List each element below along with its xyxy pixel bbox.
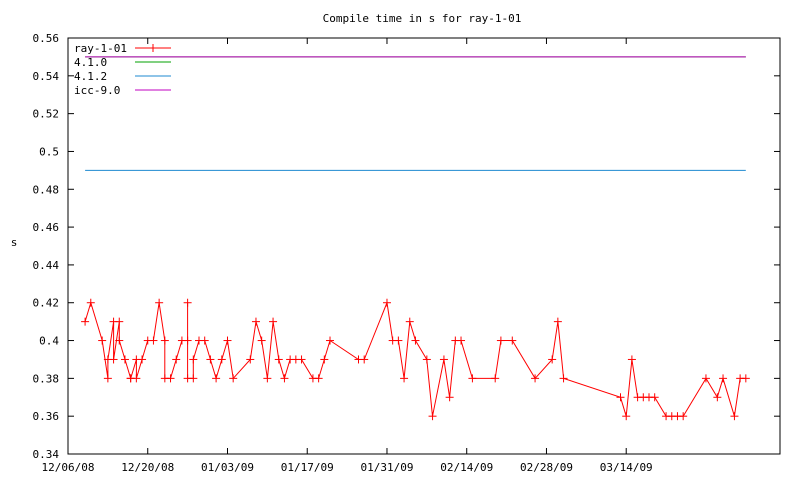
data-point-ray-1-01 <box>81 317 90 326</box>
series-layer <box>81 56 750 421</box>
data-point-ray-1-01 <box>650 393 659 402</box>
data-point-ray-1-01 <box>400 374 409 383</box>
data-point-ray-1-01 <box>491 374 500 383</box>
data-point-ray-1-01 <box>508 336 517 345</box>
y-tick-label: 0.56 <box>33 32 60 45</box>
data-point-ray-1-01 <box>553 317 562 326</box>
data-point-ray-1-01 <box>138 355 147 364</box>
data-point-ray-1-01 <box>109 355 118 364</box>
legend-label-4-1-0: 4.1.0 <box>74 56 107 69</box>
legend-label-icc-9-0: icc-9.0 <box>74 84 120 97</box>
data-point-ray-1-01 <box>468 374 477 383</box>
y-tick-label: 0.4 <box>39 335 59 348</box>
data-point-ray-1-01 <box>206 355 215 364</box>
data-point-ray-1-01 <box>246 355 255 364</box>
data-point-ray-1-01 <box>360 355 369 364</box>
data-point-ray-1-01 <box>314 374 323 383</box>
y-tick-label: 0.44 <box>33 259 60 272</box>
data-point-ray-1-01 <box>616 393 625 402</box>
data-point-ray-1-01 <box>422 355 431 364</box>
data-point-ray-1-01 <box>166 374 175 383</box>
x-tick-label: 12/06/08 <box>42 461 95 474</box>
y-tick-label: 0.34 <box>33 448 60 461</box>
y-tick-label: 0.52 <box>33 108 60 121</box>
legend-label-4-1-2: 4.1.2 <box>74 70 107 83</box>
y-tick-label: 0.42 <box>33 297 60 310</box>
data-point-ray-1-01 <box>411 336 420 345</box>
data-point-ray-1-01 <box>439 355 448 364</box>
x-tick-label: 12/20/08 <box>121 461 174 474</box>
y-tick-label: 0.54 <box>33 70 60 83</box>
x-axis-ticks: 12/06/08 12/20/08 01/03/09 01/17/09 01/31/09… <box>42 38 653 474</box>
x-tick-label: 01/31/09 <box>360 461 413 474</box>
data-point-ray-1-01 <box>98 336 107 345</box>
data-point-ray-1-01 <box>679 412 688 421</box>
legend-label-ray-1-01: ray-1-01 <box>74 42 127 55</box>
data-point-ray-1-01 <box>149 336 158 345</box>
data-point-ray-1-01 <box>115 317 124 326</box>
chart-title: Compile time in s for ray-1-01 <box>323 12 522 25</box>
data-point-ray-1-01 <box>428 412 437 421</box>
y-tick-label: 0.46 <box>33 221 60 234</box>
data-point-ray-1-01 <box>496 336 505 345</box>
data-point-ray-1-01 <box>160 336 169 345</box>
data-point-ray-1-01 <box>274 355 283 364</box>
data-point-ray-1-01 <box>741 374 750 383</box>
x-tick-label: 01/03/09 <box>201 461 254 474</box>
y-tick-label: 0.48 <box>33 183 60 196</box>
data-point-ray-1-01 <box>326 336 335 345</box>
data-point-ray-1-01 <box>701 374 710 383</box>
data-point-ray-1-01 <box>627 355 636 364</box>
data-point-ray-1-01 <box>172 355 181 364</box>
data-point-ray-1-01 <box>457 336 466 345</box>
data-point-ray-1-01 <box>189 374 198 383</box>
data-point-ray-1-01 <box>217 355 226 364</box>
data-point-ray-1-01 <box>132 374 141 383</box>
data-point-ray-1-01 <box>257 336 266 345</box>
x-tick-label: 03/14/09 <box>600 461 653 474</box>
data-point-ray-1-01 <box>280 374 289 383</box>
data-point-ray-1-01 <box>251 317 260 326</box>
y-axis-label: s <box>11 236 18 249</box>
x-tick-label: 02/28/09 <box>520 461 573 474</box>
data-point-ray-1-01 <box>223 336 232 345</box>
plot-frame <box>67 37 781 455</box>
data-point-ray-1-01 <box>531 374 540 383</box>
data-point-ray-1-01 <box>719 374 728 383</box>
data-point-ray-1-01 <box>212 374 221 383</box>
data-point-ray-1-01 <box>189 355 198 364</box>
legend-marker-ray-1-01 <box>149 44 157 52</box>
data-point-ray-1-01 <box>730 412 739 421</box>
data-point-ray-1-01 <box>183 336 192 345</box>
y-axis-ticks: 0.34 0.36 0.38 0.4 0.42 0.44 0.46 0.48 0.5 0.52 0.… <box>33 32 780 461</box>
data-point-ray-1-01 <box>120 355 129 364</box>
data-point-ray-1-01 <box>200 336 209 345</box>
data-point-ray-1-01 <box>183 298 192 307</box>
data-point-ray-1-01 <box>103 374 112 383</box>
y-tick-label: 0.5 <box>39 145 59 158</box>
y-tick-label: 0.38 <box>33 372 60 385</box>
data-point-ray-1-01 <box>382 298 391 307</box>
data-point-ray-1-01 <box>155 298 164 307</box>
data-point-ray-1-01 <box>229 374 238 383</box>
data-point-ray-1-01 <box>320 355 329 364</box>
x-tick-label: 01/17/09 <box>281 461 334 474</box>
data-point-ray-1-01 <box>297 355 306 364</box>
x-tick-label: 02/14/09 <box>440 461 493 474</box>
data-point-ray-1-01 <box>559 374 568 383</box>
data-point-ray-1-01 <box>115 336 124 345</box>
y-tick-label: 0.36 <box>33 410 60 423</box>
data-point-ray-1-01 <box>263 374 272 383</box>
data-point-ray-1-01 <box>713 393 722 402</box>
data-point-ray-1-01 <box>86 298 95 307</box>
data-point-ray-1-01 <box>405 317 414 326</box>
data-point-ray-1-01 <box>445 393 454 402</box>
data-point-ray-1-01 <box>548 355 557 364</box>
data-point-ray-1-01 <box>394 336 403 345</box>
data-point-ray-1-01 <box>269 317 278 326</box>
data-point-ray-1-01 <box>622 412 631 421</box>
